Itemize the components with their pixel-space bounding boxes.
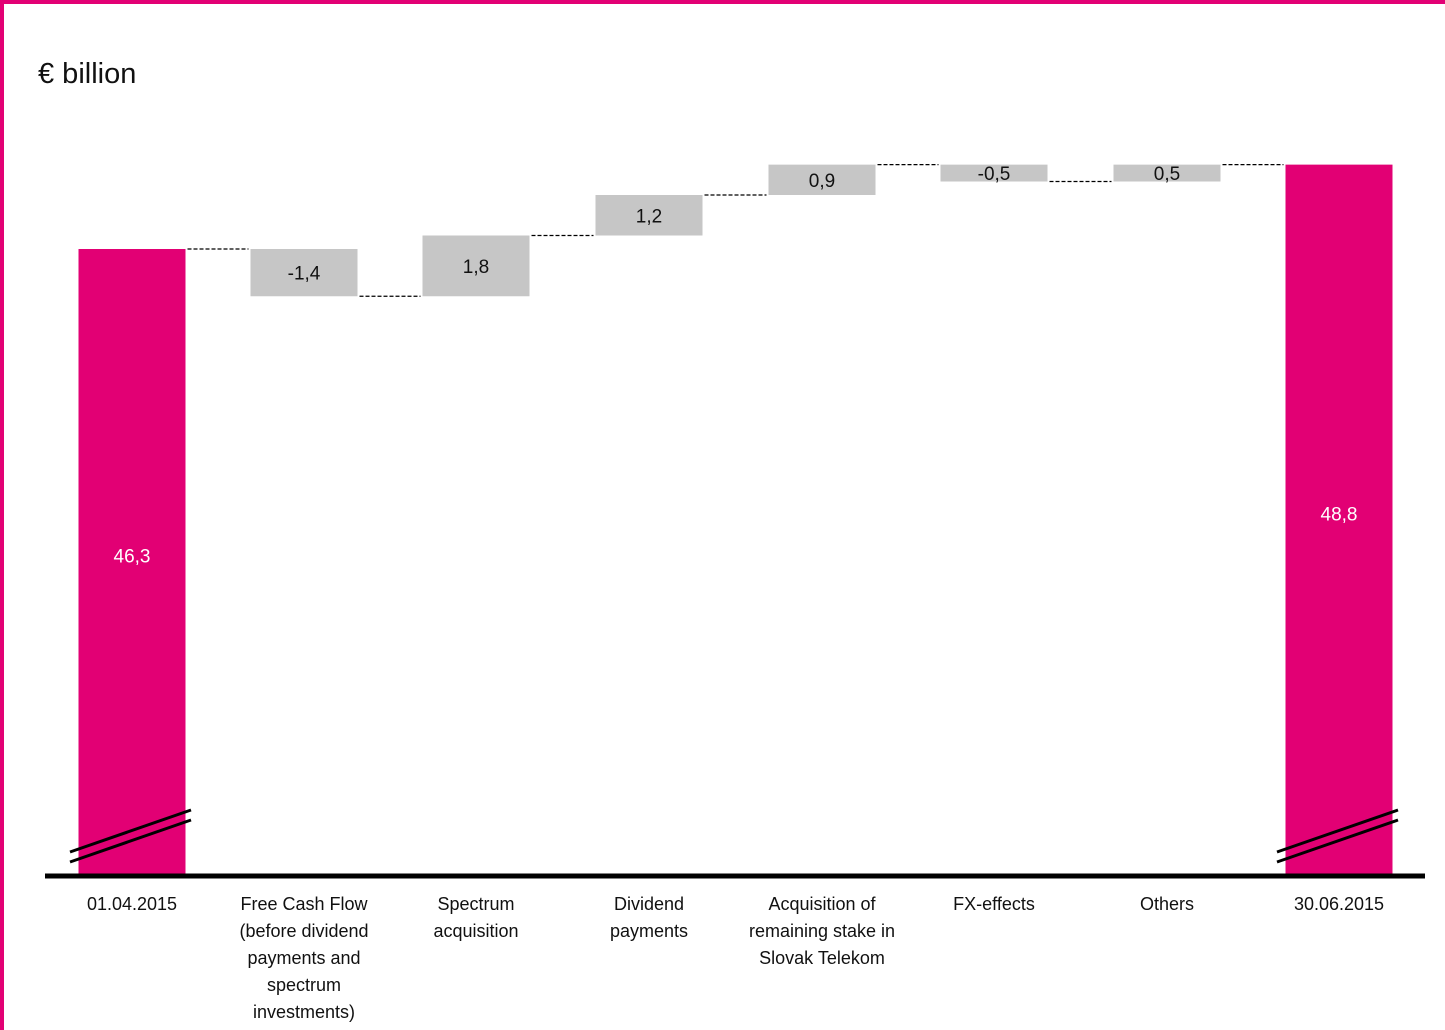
data-label: 48,8 — [1321, 504, 1358, 525]
axis-break-mark — [1276, 818, 1399, 864]
delta-bar — [595, 195, 703, 236]
total-bar — [1285, 164, 1393, 874]
data-label: -0,5 — [978, 164, 1011, 185]
delta-bar — [1113, 164, 1221, 182]
category-label: FX-effects — [953, 894, 1035, 914]
delta-bar — [422, 235, 530, 297]
axis-break-mark — [69, 808, 192, 854]
delta-bar — [940, 164, 1048, 182]
category-label: 01.04.2015 — [86, 894, 178, 914]
data-label: 0,5 — [1154, 164, 1180, 185]
unit-label: € billion — [38, 58, 137, 90]
data-label: 46,3 — [114, 547, 151, 568]
category-label: Acquisition of remaining stake in Slovak… — [748, 894, 896, 968]
data-label: 0,9 — [809, 171, 835, 192]
data-label: 1,8 — [463, 257, 489, 278]
category-label: Others — [1139, 894, 1195, 914]
category-label: Free Cash Flow (before dividend payments… — [239, 894, 369, 1022]
category-label: Dividend payments — [609, 894, 689, 941]
category-label: 30.06.2015 — [1293, 894, 1385, 914]
data-label: 1,2 — [636, 206, 662, 227]
axis-break-mark — [1276, 808, 1399, 854]
data-label: -1,4 — [288, 264, 321, 285]
total-bar — [78, 249, 186, 874]
axis-break-mark — [69, 818, 192, 864]
delta-bar — [250, 249, 358, 297]
delta-bar — [768, 164, 876, 195]
category-label: Spectrum acquisition — [433, 894, 519, 941]
